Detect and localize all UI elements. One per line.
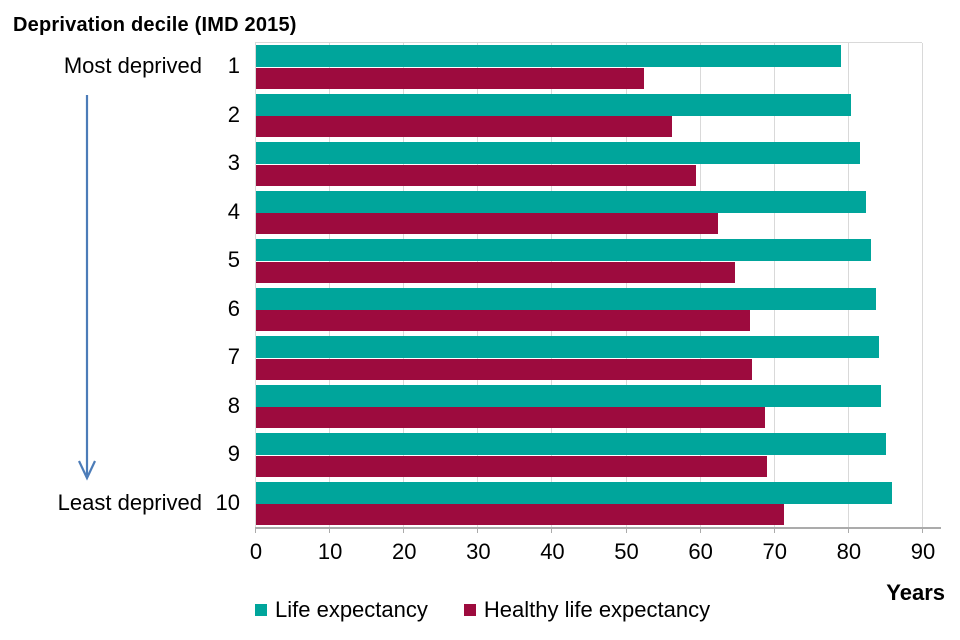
x-axis-tickmark: [551, 529, 553, 533]
legend-label: Life expectancy: [275, 597, 428, 622]
x-tick-label: 70: [762, 539, 788, 564]
gridline: [551, 43, 553, 527]
x-tick-label: 10: [317, 539, 343, 564]
decile-number-label: 7: [227, 344, 240, 370]
bar-healthy-life-expectancy: [256, 358, 752, 380]
x-axis-tickmark: [922, 529, 923, 533]
category-row: Most deprived 1: [0, 42, 240, 91]
x-tick-label: 80: [836, 539, 862, 564]
x-tick-label: 40: [540, 539, 565, 564]
category-row: 9: [0, 430, 240, 479]
direction-label: Least deprived: [57, 489, 202, 515]
bar-healthy-life-expectancy: [256, 213, 718, 234]
bar-healthy-life-expectancy: [256, 67, 644, 89]
bar-life-expectancy: [256, 45, 841, 67]
bar-life-expectancy: [256, 239, 871, 261]
category-row: 8: [0, 382, 240, 431]
bar-life-expectancy: [256, 433, 886, 455]
bar-life-expectancy: [256, 336, 880, 358]
legend-item: Healthy life expectancy: [463, 597, 711, 623]
decile-number-label: 4: [227, 198, 240, 224]
category-row: 4: [0, 188, 240, 237]
legend-swatch-icon: [255, 604, 267, 616]
gridline: [847, 43, 849, 527]
plot-area: [255, 42, 923, 527]
category-row: 3: [0, 139, 240, 188]
decile-number-label: 6: [227, 295, 240, 321]
gridline: [329, 43, 331, 527]
decile-number-label: 3: [227, 150, 240, 176]
x-tick-label: 20: [391, 539, 417, 564]
category-row: 2: [0, 91, 240, 140]
decile-number-label: 2: [227, 101, 240, 127]
x-tick-label: 30: [466, 539, 491, 564]
legend-item: Life expectancy: [255, 597, 428, 623]
gridline: [773, 43, 775, 527]
gridline: [699, 43, 701, 527]
bar-life-expectancy: [256, 384, 882, 407]
decile-number-label: 9: [227, 441, 240, 467]
legend-label: Healthy life expectancy: [483, 597, 711, 622]
gridline: [403, 43, 405, 527]
x-tick-label: 50: [614, 539, 639, 564]
bar-life-expectancy: [256, 481, 893, 504]
category-row: 5: [0, 236, 240, 285]
bar-life-expectancy: [256, 93, 851, 116]
x-axis-tickmark: [329, 529, 331, 533]
x-axis-tickmark: [255, 529, 256, 533]
deprivation-direction-arrow-icon: [78, 95, 96, 481]
decile-number-label: 8: [227, 392, 240, 418]
decile-number-label: 5: [227, 247, 240, 273]
gridline: [477, 43, 479, 527]
x-axis-title: Years: [886, 580, 945, 605]
category-row: 7: [0, 333, 240, 382]
chart-title: Deprivation decile (IMD 2015): [13, 14, 297, 36]
bar-healthy-life-expectancy: [256, 455, 767, 477]
x-axis-tickmark: [403, 529, 405, 533]
x-tick-label: 60: [688, 539, 713, 564]
bar-life-expectancy: [256, 142, 860, 164]
bar-healthy-life-expectancy: [256, 407, 766, 428]
x-axis-tickmark: [773, 529, 775, 533]
bar-healthy-life-expectancy: [256, 504, 785, 525]
bar-healthy-life-expectancy: [256, 164, 697, 186]
chart-legend: Life expectancy Healthy life expectancy: [255, 597, 710, 623]
x-axis-line: [255, 527, 941, 529]
bar-life-expectancy: [256, 287, 877, 310]
decile-number-label: 10: [215, 489, 240, 515]
legend-swatch-icon: [463, 604, 476, 616]
x-axis-tickmark: [699, 529, 701, 533]
category-row: 6: [0, 285, 240, 334]
bar-healthy-life-expectancy: [256, 261, 735, 283]
x-axis-tickmark: [625, 529, 627, 533]
x-axis-tickmark: [477, 529, 479, 533]
decile-number-label: 1: [227, 53, 240, 79]
direction-label: Most deprived: [63, 53, 202, 79]
bar-life-expectancy: [256, 190, 866, 213]
x-tick-label: 90: [910, 539, 936, 564]
category-row: Least deprived 10: [0, 479, 240, 528]
gridline: [922, 43, 923, 527]
gridline: [625, 43, 627, 527]
x-axis-tickmark: [847, 529, 849, 533]
bar-healthy-life-expectancy: [256, 116, 672, 137]
x-tick-label: 0: [249, 539, 263, 564]
bar-healthy-life-expectancy: [256, 310, 750, 331]
